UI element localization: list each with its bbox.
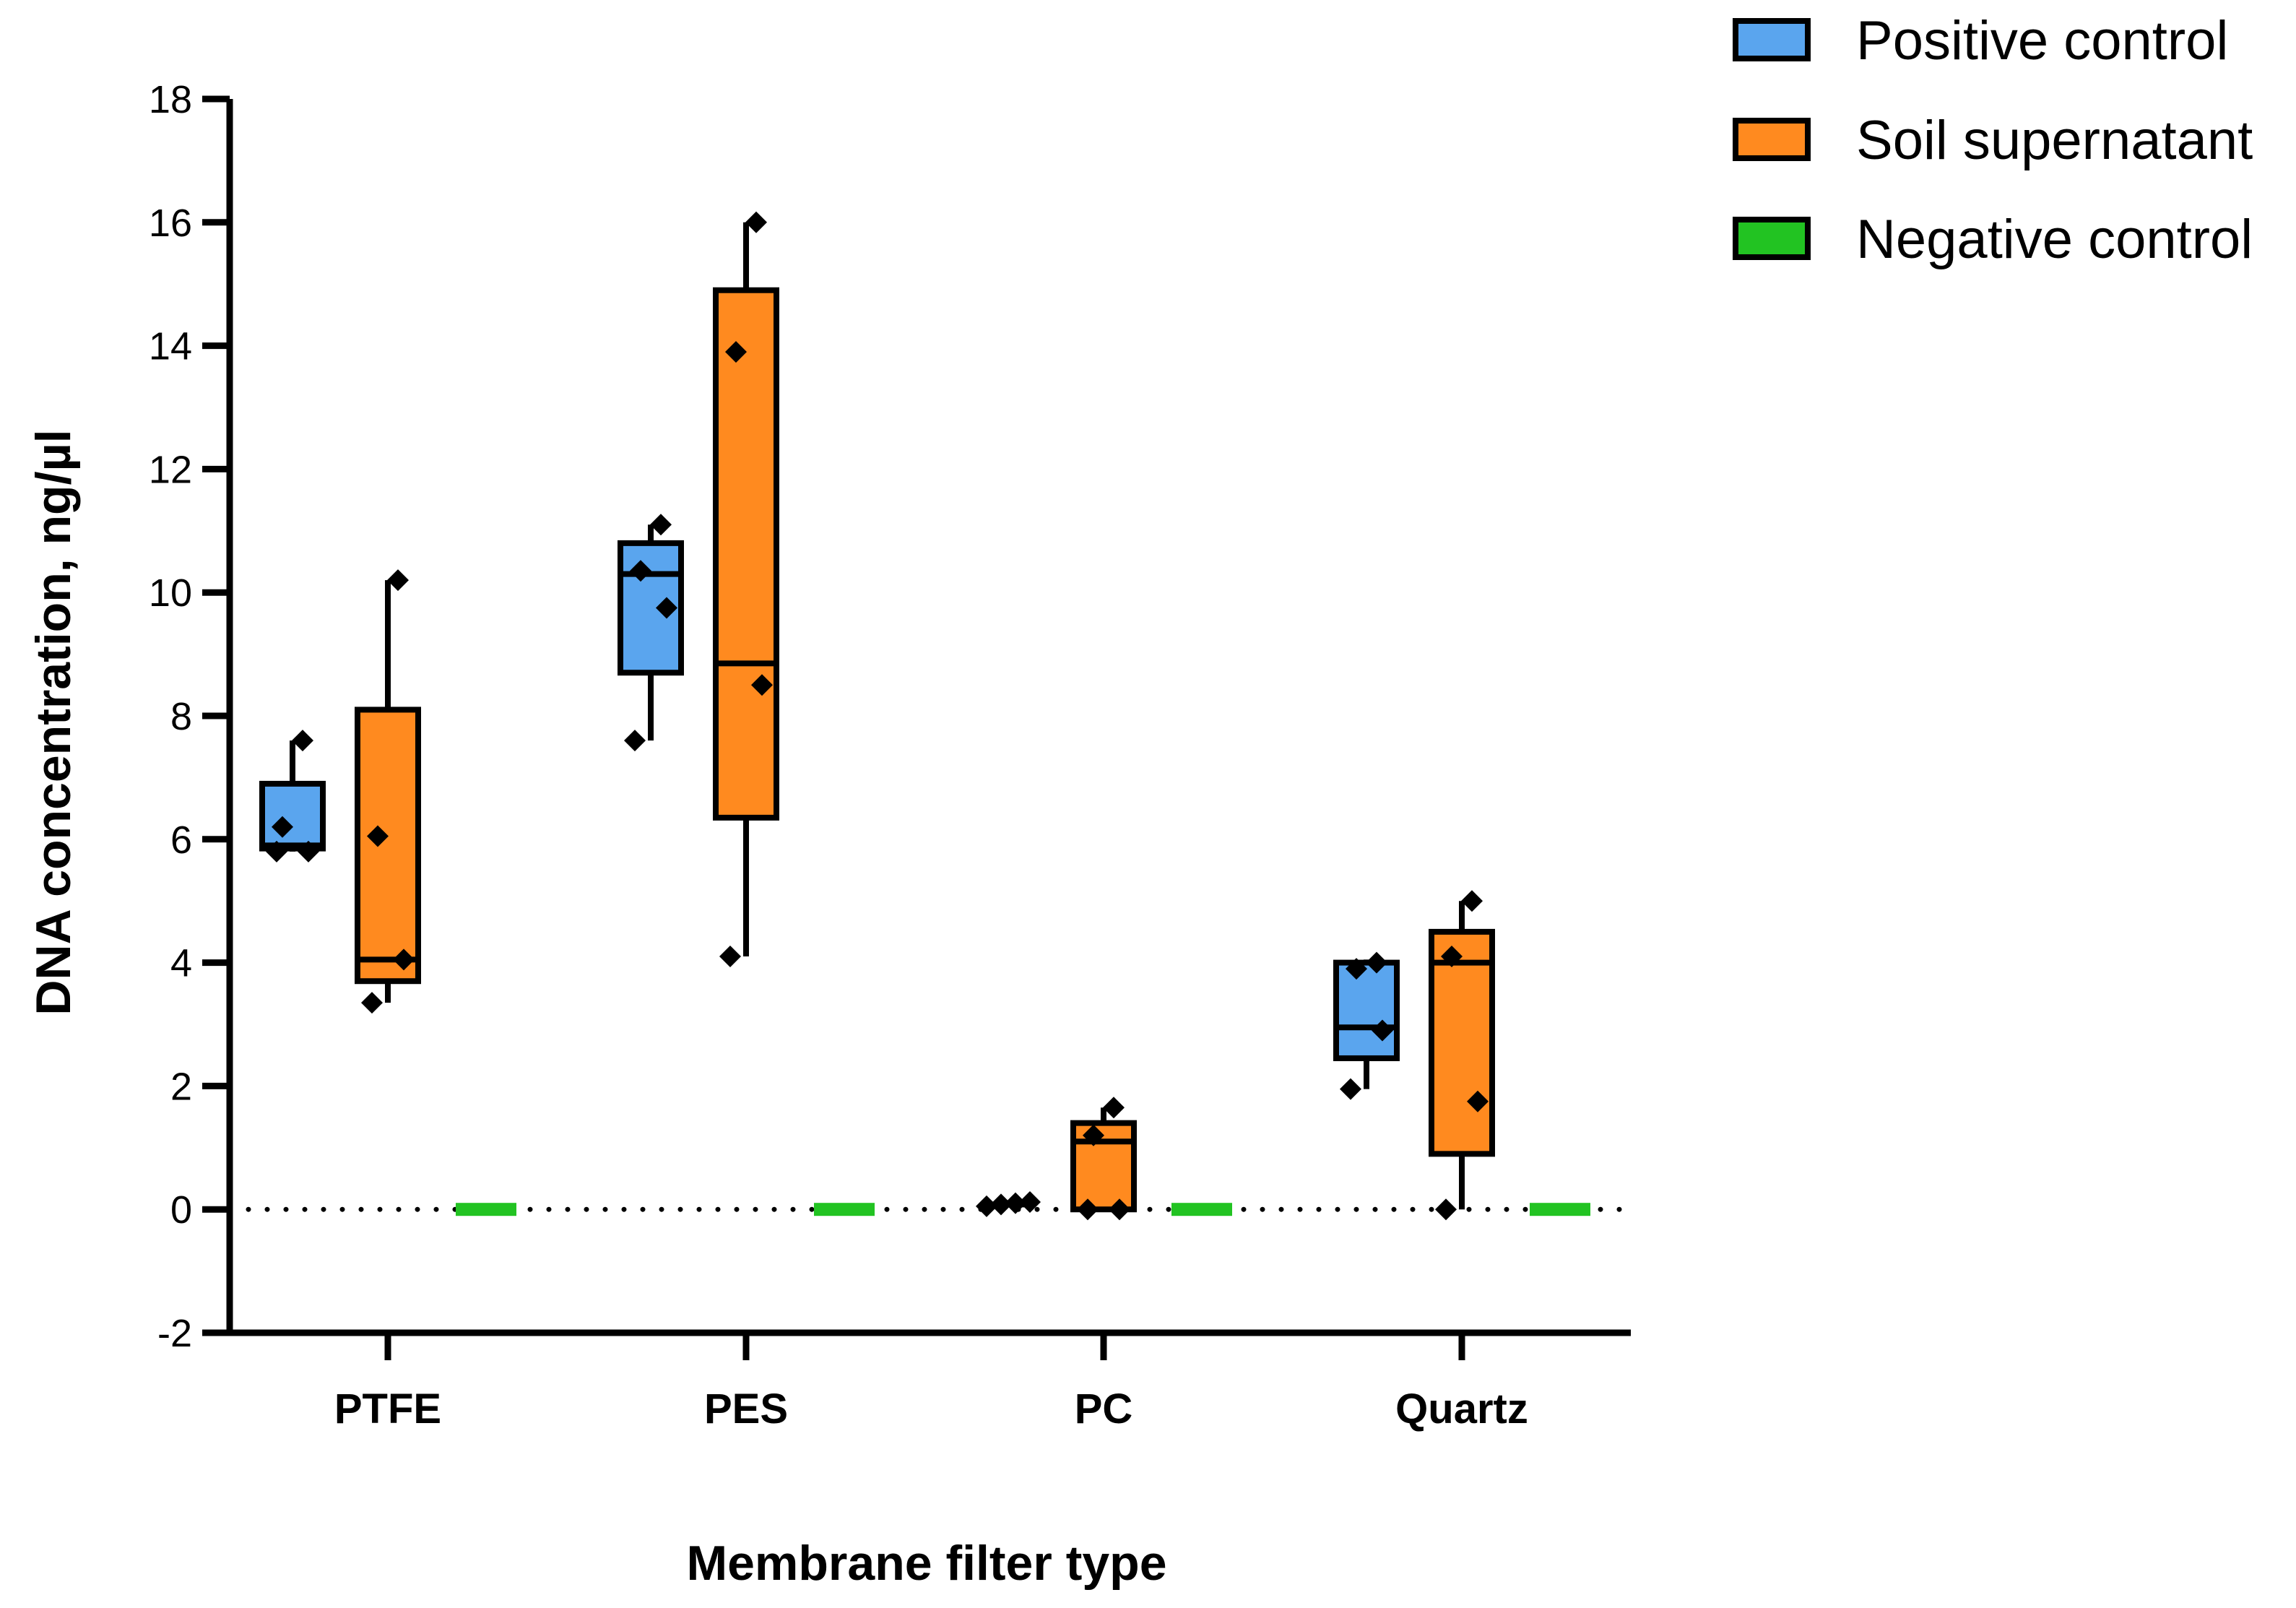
y-tick-label: 6 — [170, 818, 192, 862]
x-tick-layer: PTFE PES PC Quartz — [334, 1333, 1528, 1432]
data-point — [367, 825, 389, 847]
axis-layer — [226, 99, 1631, 1336]
y-tick-label: 14 — [149, 325, 192, 368]
data-point — [1441, 946, 1463, 968]
box-negative-control-quartz — [1530, 1203, 1590, 1216]
legend-label-positive-control: Positive control — [1856, 10, 2228, 72]
box-negative-control-pes — [814, 1203, 875, 1216]
box-positive-control-quartz — [1333, 951, 1400, 1100]
data-point — [1372, 1019, 1393, 1042]
data-point — [650, 514, 672, 536]
y-tick-label: 16 — [149, 202, 192, 245]
data-point — [1077, 1198, 1099, 1221]
data-point — [298, 840, 319, 863]
flat-box — [1171, 1203, 1232, 1216]
data-point — [1435, 1198, 1457, 1221]
box-negative-control-pc — [1171, 1203, 1232, 1216]
x-tick-label: PTFE — [334, 1386, 441, 1432]
legend-swatch-positive-control — [1733, 18, 1811, 61]
y-tick-label: 0 — [170, 1188, 192, 1232]
y-tick-label: 18 — [149, 78, 192, 121]
data-point — [1103, 1097, 1125, 1119]
data-point — [1083, 1124, 1104, 1146]
data-point — [725, 341, 747, 363]
legend-label-soil-supernatant: Soil supernatant — [1856, 110, 2253, 171]
data-point — [1366, 951, 1387, 974]
y-tick-label: 12 — [149, 448, 192, 491]
box-rect — [1429, 928, 1495, 1157]
data-point — [1461, 890, 1483, 912]
legend-swatch-negative-control — [1733, 217, 1811, 260]
data-point — [1467, 1090, 1489, 1112]
legend-label-negative-control: Negative control — [1856, 209, 2253, 270]
y-tick-layer: -2 0 2 4 6 8 10 12 14 16 18 — [149, 78, 230, 1355]
data-point — [656, 597, 677, 619]
flat-box — [814, 1203, 875, 1216]
x-axis-title: Membrane filter type — [686, 1536, 1166, 1591]
box-rect — [713, 287, 779, 821]
data-point — [266, 840, 287, 863]
y-axis-title: DNA concentration, ng/µl — [26, 429, 81, 1015]
box-rect — [355, 706, 421, 985]
box-positive-control-ptfe — [259, 730, 326, 863]
box-rect — [1333, 959, 1400, 1061]
data-point — [1019, 1190, 1041, 1213]
y-tick-label: 8 — [170, 695, 192, 738]
flat-box — [456, 1203, 516, 1216]
x-tick-label: PC — [1075, 1386, 1133, 1432]
data-point — [1340, 1078, 1361, 1100]
data-point — [1109, 1198, 1130, 1221]
data-point — [272, 816, 293, 838]
box-soil-supernatant-pc — [1070, 1097, 1137, 1221]
data-point — [1346, 958, 1367, 980]
y-tick-label: 10 — [149, 571, 192, 615]
data-point — [624, 730, 646, 752]
box-layer — [259, 211, 1590, 1221]
box-rect — [1070, 1120, 1137, 1213]
data-point — [990, 1193, 1012, 1216]
data-point — [387, 569, 409, 592]
flat-box — [1530, 1203, 1590, 1216]
data-point — [630, 560, 651, 582]
y-tick-label: 2 — [170, 1065, 192, 1108]
x-tick-label: Quartz — [1395, 1386, 1528, 1432]
data-point — [361, 992, 383, 1014]
y-tick-label: -2 — [157, 1312, 192, 1355]
box-positive-control-pc — [976, 1190, 1041, 1217]
data-point — [292, 730, 313, 752]
x-tick-label: PES — [704, 1386, 788, 1432]
data-point — [1005, 1192, 1026, 1214]
legend-swatch-soil-supernatant — [1733, 118, 1811, 161]
data-point — [976, 1195, 997, 1217]
box-negative-control-ptfe — [456, 1203, 516, 1216]
legend: Positive control Soil supernatant Negative… — [1733, 10, 2253, 270]
box-soil-supernatant-quartz — [1429, 890, 1495, 1221]
y-tick-label: 4 — [170, 942, 192, 985]
data-point — [719, 946, 741, 968]
box-soil-supernatant-pes — [713, 211, 779, 968]
box-rect — [259, 780, 326, 852]
data-point — [751, 674, 773, 696]
data-point — [393, 948, 415, 971]
box-soil-supernatant-ptfe — [355, 569, 421, 1014]
box-positive-control-pes — [618, 514, 684, 752]
data-point — [745, 211, 767, 233]
